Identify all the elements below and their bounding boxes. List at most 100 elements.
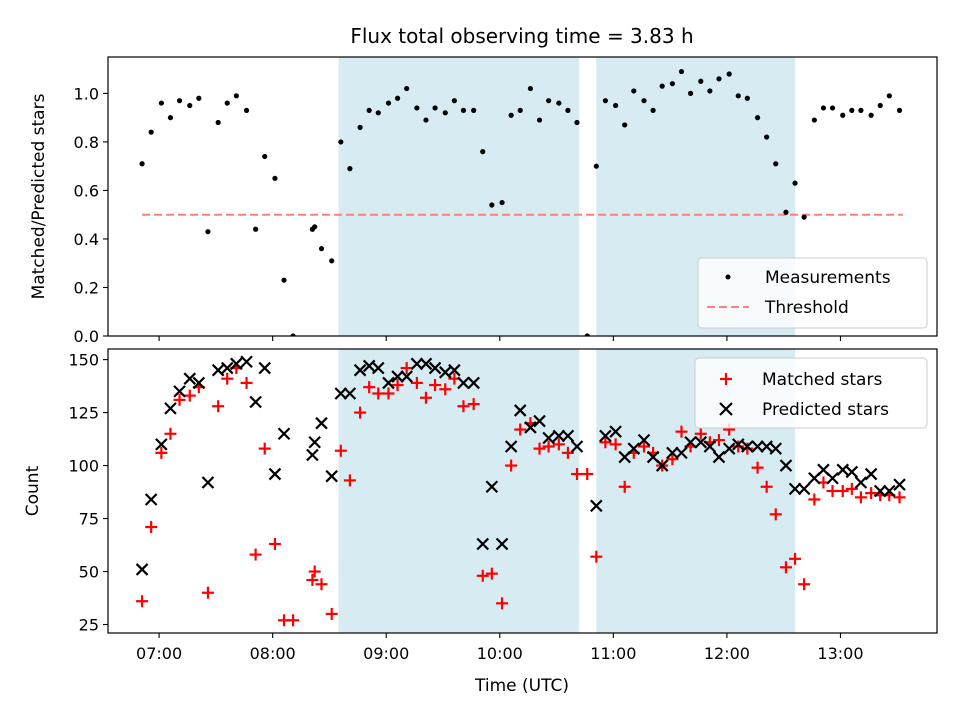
matched-stars-point-32 [439,383,452,396]
count-shaded-region-0 [338,349,580,633]
matched-stars-point-34 [457,400,470,413]
measurements-point-59 [698,78,704,84]
measurements-point-6 [196,95,202,101]
predicted-stars-point-30 [428,361,442,375]
count-xtick-label-1: 08:00 [250,644,296,663]
measurements-point-10 [233,93,239,99]
measurements-point-78 [877,102,883,109]
predicted-stars-point-65 [769,442,783,455]
predicted-stars-point-73 [845,465,859,479]
measurements-point-57 [678,68,685,75]
predicted-stars-point-46 [590,499,603,513]
measurements-point-31 [432,105,438,111]
predicted-stars-point-20 [334,387,348,400]
matched-stars-point-24 [363,381,376,394]
legend-predicted-label: Predicted stars [762,400,889,420]
count-legend: Matched stars Predicted stars [694,357,928,429]
predicted-stars-point-76 [873,484,887,498]
predicted-stars-point-62 [741,440,754,453]
count-ytick-label-1: 50 [79,563,99,582]
ratio-panel: 0.0 0.2 0.4 0.6 0.8 1.0 Matched/Predicted sta… [29,56,938,346]
measurements-point-71 [811,117,817,123]
measurements-point-70 [801,214,807,220]
ratio-y-axis-label: Matched/Predicted stars [29,93,49,299]
measurements-point-56 [669,81,676,87]
predicted-stars-point-11 [240,355,253,368]
predicted-stars-point-60 [722,442,736,455]
predicted-stars-point-40 [524,421,537,434]
matched-stars-point-56 [666,453,679,466]
predicted-stars-point-28 [410,357,424,371]
ratio-shaded-region-0 [338,57,580,336]
matched-stars-point-43 [542,440,555,453]
predicted-stars-point-45 [570,440,584,453]
count-ytick-label-3: 100 [68,457,99,476]
predicted-stars-point-54 [666,446,679,460]
measurements-point-63 [735,93,741,99]
predicted-stars-point-61 [731,438,745,451]
ratio-legend-box [697,257,928,329]
matched-stars-point-75 [845,482,858,495]
predicted-stars-point-16 [306,448,319,462]
predicted-stars-point-31 [439,366,452,379]
measurements-point-5 [187,102,193,109]
matched-stars-point-59 [694,427,707,440]
predicted-stars-point-33 [457,376,470,390]
matched-stars-point-76 [854,491,867,504]
matched-stars-point-66 [760,480,773,493]
measurements-point-67 [773,161,779,167]
measurements-point-58 [687,90,694,96]
matched-stars-point-50 [609,438,622,451]
measurements-point-48 [593,163,599,169]
measurements-point-16 [290,333,296,336]
measurements-point-29 [414,105,420,111]
matched-stars-point-22 [343,474,356,487]
predicted-stars-point-64 [760,440,773,453]
matched-stars-point-40 [514,423,527,436]
measurements-point-0 [139,161,145,167]
ratio-panel-frame [107,56,938,337]
predicted-stars-point-57 [694,435,708,449]
matched-stars-point-68 [779,561,792,574]
matched-stars-point-26 [382,387,395,400]
count-xtick-label-3: 10:00 [477,644,523,663]
matched-stars-point-35 [467,398,480,411]
matched-stars-point-80 [893,491,906,504]
measurements-point-42 [536,117,543,123]
measurements-point-64 [744,95,750,101]
predicted-stars-point-21 [343,387,357,400]
measurements-point-1 [148,129,154,135]
predicted-stars-point-55 [675,446,688,460]
measurements-point-9 [224,100,230,106]
predicted-stars-point-34 [467,376,480,390]
predicted-stars-point-4 [173,385,186,398]
matched-stars-point-25 [372,387,385,400]
matched-stars-point-30 [419,391,432,404]
matched-stars-point-57 [675,425,688,438]
predicted-stars-point-6 [192,376,206,390]
predicted-stars-point-37 [495,537,509,551]
predicted-stars-point-48 [609,425,622,438]
measurements-point-13 [262,153,268,160]
measurements-point-79 [886,93,892,99]
predicted-stars-point-67 [788,482,802,496]
matched-stars-point-77 [865,487,878,500]
matched-stars-point-48 [590,550,603,563]
matched-stars-point-17 [306,574,319,587]
measurements-point-15 [281,277,287,283]
predicted-stars-point-66 [779,459,793,472]
matched-stars-point-51 [618,480,631,493]
legend-measurements-marker [725,274,731,280]
matched-stars-point-5 [183,389,196,402]
measurements-point-72 [820,105,827,111]
measurements-point-53 [641,98,647,104]
matched-stars-point-36 [476,569,489,582]
matched-stars-point-45 [561,446,574,459]
measurements-point-43 [546,98,552,104]
predicted-stars-point-50 [627,442,641,455]
legend-predicted-marker [719,402,733,416]
measurements-point-28 [404,85,410,92]
matched-stars-point-67 [769,508,782,521]
predicted-stars-point-0 [135,563,149,576]
